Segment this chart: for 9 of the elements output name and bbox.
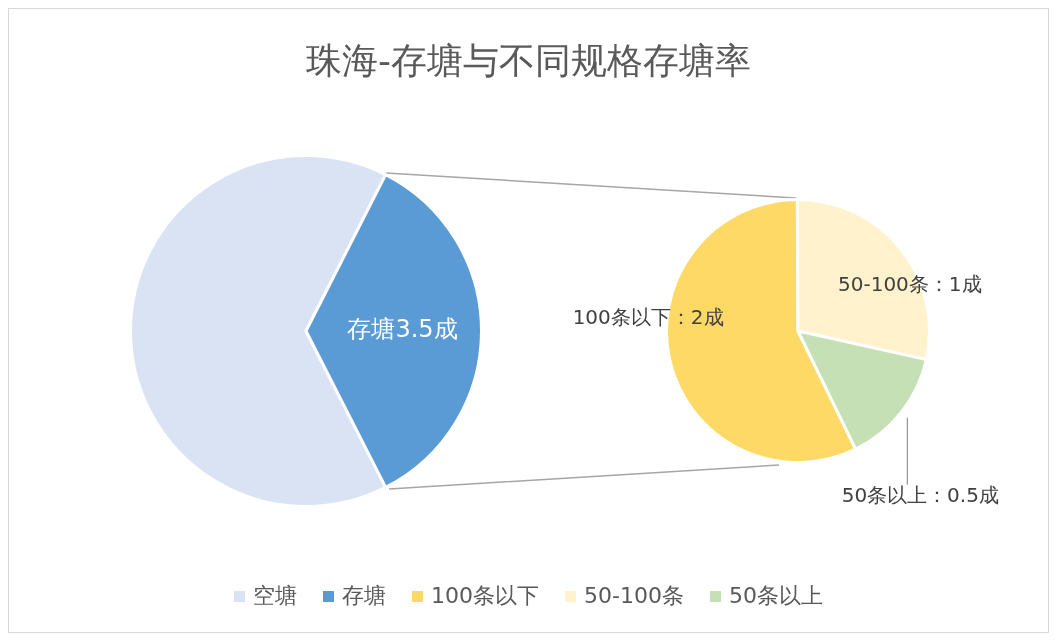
- legend-label: 100条以下: [431, 582, 540, 610]
- legend-label: 50条以上: [728, 582, 823, 610]
- data-label: 存塘3.5成: [347, 315, 458, 344]
- data-label: 50-100条：1成: [837, 272, 982, 297]
- chart-title: 珠海-存塘与不同规格存塘率: [305, 39, 752, 83]
- legend-label: 空塘: [253, 582, 298, 610]
- legend-label: 50-100条: [584, 582, 684, 610]
- legend-label: 存塘: [342, 582, 387, 610]
- data-label: 50条以上：0.5成: [841, 482, 999, 507]
